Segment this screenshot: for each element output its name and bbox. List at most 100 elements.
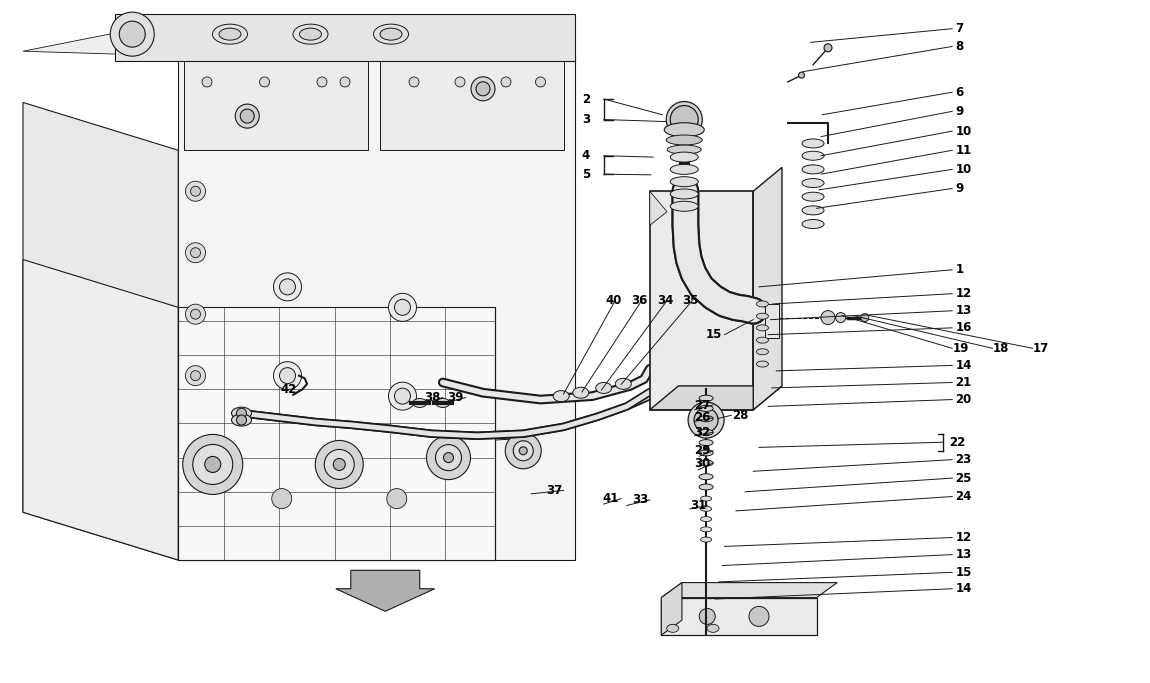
Text: 14: 14 [956, 582, 972, 596]
Ellipse shape [413, 398, 427, 408]
Text: 11: 11 [956, 143, 972, 157]
Ellipse shape [293, 24, 328, 44]
Polygon shape [765, 304, 779, 338]
Polygon shape [184, 34, 368, 150]
Text: 4: 4 [582, 149, 590, 163]
Text: 32: 32 [695, 426, 711, 439]
Ellipse shape [700, 516, 712, 522]
Ellipse shape [700, 506, 712, 512]
Circle shape [749, 607, 769, 626]
Text: 9: 9 [956, 182, 964, 195]
Ellipse shape [802, 192, 825, 201]
Ellipse shape [299, 28, 322, 40]
Text: 10: 10 [956, 163, 972, 176]
Circle shape [825, 44, 831, 52]
Circle shape [394, 299, 411, 316]
Ellipse shape [757, 325, 768, 331]
Ellipse shape [699, 430, 713, 435]
Circle shape [386, 488, 407, 509]
Circle shape [240, 109, 254, 123]
Ellipse shape [700, 537, 712, 542]
Circle shape [185, 304, 206, 324]
Ellipse shape [802, 151, 825, 161]
Text: 34: 34 [657, 294, 673, 307]
Text: 42: 42 [281, 382, 297, 396]
Text: F: F [285, 282, 290, 292]
Text: F: F [400, 391, 405, 401]
Text: 25: 25 [956, 471, 972, 485]
Text: 3: 3 [582, 113, 590, 126]
Ellipse shape [615, 378, 631, 389]
Circle shape [688, 402, 724, 438]
Ellipse shape [380, 28, 402, 40]
Circle shape [202, 77, 212, 87]
Circle shape [666, 102, 703, 137]
Text: 13: 13 [956, 548, 972, 561]
Ellipse shape [700, 527, 712, 532]
Text: 31: 31 [690, 499, 706, 512]
Ellipse shape [699, 460, 713, 466]
Text: 8: 8 [956, 40, 964, 53]
Circle shape [183, 434, 243, 494]
Text: 6: 6 [956, 85, 964, 99]
Ellipse shape [218, 28, 242, 40]
Circle shape [185, 365, 206, 386]
Ellipse shape [699, 416, 713, 421]
Circle shape [185, 181, 206, 201]
Circle shape [670, 106, 698, 133]
Text: 37: 37 [546, 484, 562, 497]
Ellipse shape [670, 189, 698, 199]
Polygon shape [650, 386, 782, 410]
Ellipse shape [670, 165, 698, 174]
Circle shape [427, 436, 470, 479]
Ellipse shape [670, 152, 698, 162]
Circle shape [274, 273, 301, 301]
Text: 7: 7 [956, 22, 964, 36]
Ellipse shape [699, 474, 713, 479]
Circle shape [389, 294, 416, 321]
Text: 39: 39 [447, 391, 463, 404]
Text: 23: 23 [956, 453, 972, 466]
Ellipse shape [757, 361, 768, 367]
Polygon shape [380, 34, 564, 150]
Ellipse shape [707, 624, 719, 632]
Circle shape [110, 12, 154, 56]
Circle shape [505, 433, 542, 469]
Circle shape [436, 445, 461, 471]
Polygon shape [336, 570, 435, 611]
Ellipse shape [757, 337, 768, 343]
Polygon shape [23, 102, 178, 560]
Polygon shape [650, 191, 753, 410]
Circle shape [699, 609, 715, 624]
Circle shape [695, 408, 718, 432]
Circle shape [236, 104, 259, 128]
Polygon shape [753, 167, 782, 410]
Text: 22: 22 [949, 436, 965, 449]
Text: 15: 15 [956, 566, 972, 579]
Circle shape [205, 456, 221, 473]
Circle shape [389, 382, 416, 410]
Text: F: F [285, 371, 290, 380]
Circle shape [237, 415, 246, 425]
Polygon shape [178, 307, 494, 560]
Ellipse shape [699, 450, 713, 456]
Text: 26: 26 [695, 411, 711, 425]
Circle shape [191, 248, 200, 257]
Ellipse shape [231, 414, 252, 426]
Ellipse shape [436, 398, 450, 408]
Circle shape [191, 309, 200, 319]
Circle shape [455, 77, 465, 87]
Circle shape [237, 408, 246, 418]
Ellipse shape [699, 395, 713, 401]
Circle shape [340, 77, 350, 87]
Circle shape [394, 388, 411, 404]
Ellipse shape [757, 313, 768, 319]
Text: 28: 28 [733, 408, 749, 422]
Circle shape [520, 447, 527, 455]
Polygon shape [23, 20, 575, 56]
Ellipse shape [700, 496, 712, 501]
Circle shape [317, 77, 327, 87]
Text: 12: 12 [956, 531, 972, 544]
Circle shape [513, 441, 534, 461]
Ellipse shape [802, 165, 825, 174]
